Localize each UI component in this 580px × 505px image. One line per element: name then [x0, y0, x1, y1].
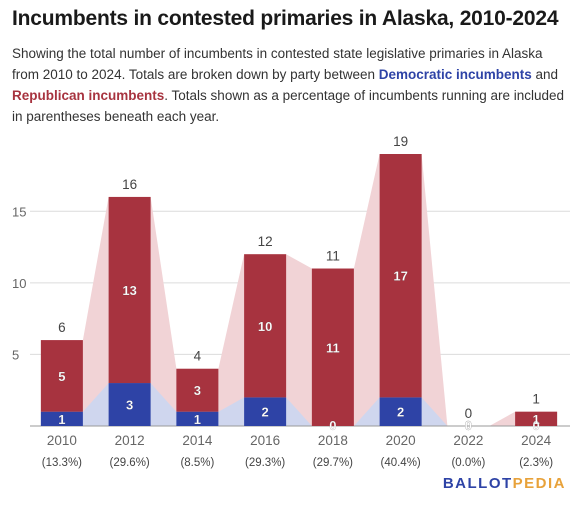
y-tick-label-5: 5	[12, 347, 19, 362]
bar-democratic-2012	[108, 383, 151, 426]
bar-republican-2012	[108, 196, 151, 384]
republican-value-label-2024: 1	[533, 412, 540, 427]
democratic-legend-label: Democratic incumbents	[378, 67, 532, 82]
total-label-2012: 16	[122, 177, 137, 192]
democratic-value-label-2018: 0	[329, 418, 336, 433]
democratic-value-label-2012: 3	[126, 398, 133, 413]
republican-legend-label: Republican incumbents	[12, 88, 165, 103]
y-tick-label-15: 15	[12, 204, 26, 219]
total-label-2022: 0	[465, 406, 473, 421]
x-tick-label-2018: 2018	[318, 433, 348, 448]
chart-title: Incumbents in contested primaries in Ala…	[12, 7, 559, 30]
y-tick-label-10: 10	[12, 276, 26, 291]
democratic-value-label-2020: 2	[397, 405, 404, 420]
total-label-2024: 1	[532, 392, 540, 407]
x-tick-label-2012: 2012	[115, 433, 145, 448]
percentage-label-2010: (13.3%)	[42, 457, 82, 469]
republican-value-label-2020: 17	[393, 269, 407, 284]
bar-democratic-2010	[40, 411, 83, 426]
x-tick-label-2020: 2020	[386, 433, 416, 448]
total-label-2014: 4	[194, 349, 202, 364]
republican-background-area	[40, 154, 558, 426]
logo-text-pedia: PEDIA	[512, 475, 566, 492]
bar-republican-2024	[515, 411, 558, 426]
total-label-2018: 11	[326, 249, 340, 264]
democratic-value-label-2016: 2	[262, 405, 269, 420]
ballotpedia-logo: BALLOTPEDIA	[443, 475, 566, 492]
percentage-label-2022: (0.0%)	[451, 457, 485, 469]
subtitle-text-3: . Totals shown as a percentage of incumb…	[12, 88, 565, 124]
logo-text-ballot: BALLOT	[442, 475, 513, 492]
democratic-value-label-2014: 1	[194, 412, 201, 427]
bar-republican-2018	[311, 268, 354, 426]
x-tick-label-2010: 2010	[47, 433, 77, 448]
bar-democratic-2020	[379, 397, 422, 426]
bar-republican-2010	[40, 340, 83, 412]
percentage-label-2024: (2.3%)	[519, 457, 553, 469]
republican-value-label-2014: 3	[194, 383, 201, 398]
bar-republican-2014	[176, 368, 219, 412]
x-tick-label-2014: 2014	[182, 433, 213, 448]
republican-value-label-2012: 13	[122, 283, 136, 298]
x-tick-label-2022: 2022	[453, 433, 483, 448]
republican-value-label-2010: 5	[58, 369, 65, 384]
percentage-label-2014: (8.5%)	[180, 457, 214, 469]
democratic-value-label-2010: 1	[58, 412, 65, 427]
total-label-2020: 19	[393, 134, 408, 149]
republican-value-label-2018: 11	[326, 340, 340, 355]
x-tick-label-2024: 2024	[521, 433, 552, 448]
subtitle-text-2: and	[531, 67, 559, 82]
chart-subtitle: Showing the total number of incumbents i…	[12, 43, 572, 127]
bar-republican-2016	[244, 254, 287, 398]
democratic-value-label-2024: 0	[533, 418, 540, 433]
total-label-2010: 6	[58, 320, 66, 335]
republican-value-label-2016: 10	[258, 319, 272, 334]
bar-democratic-2016	[244, 397, 287, 426]
subtitle-text-1: Showing the total number of incumbents i…	[12, 46, 543, 82]
total-label-2016: 12	[258, 234, 273, 249]
x-tick-label-2016: 2016	[250, 433, 280, 448]
bar-republican-2020	[379, 154, 422, 398]
democratic-value-label-2022: 0	[465, 418, 472, 433]
republican-value-label-2022: 0	[465, 418, 472, 433]
democratic-background-area	[40, 383, 558, 426]
percentage-label-2012: (29.6%)	[109, 457, 149, 469]
percentage-label-2016: (29.3%)	[245, 457, 285, 469]
percentage-label-2020: (40.4%)	[380, 457, 420, 469]
bar-democratic-2014	[176, 411, 219, 426]
percentage-label-2018: (29.7%)	[313, 457, 353, 469]
